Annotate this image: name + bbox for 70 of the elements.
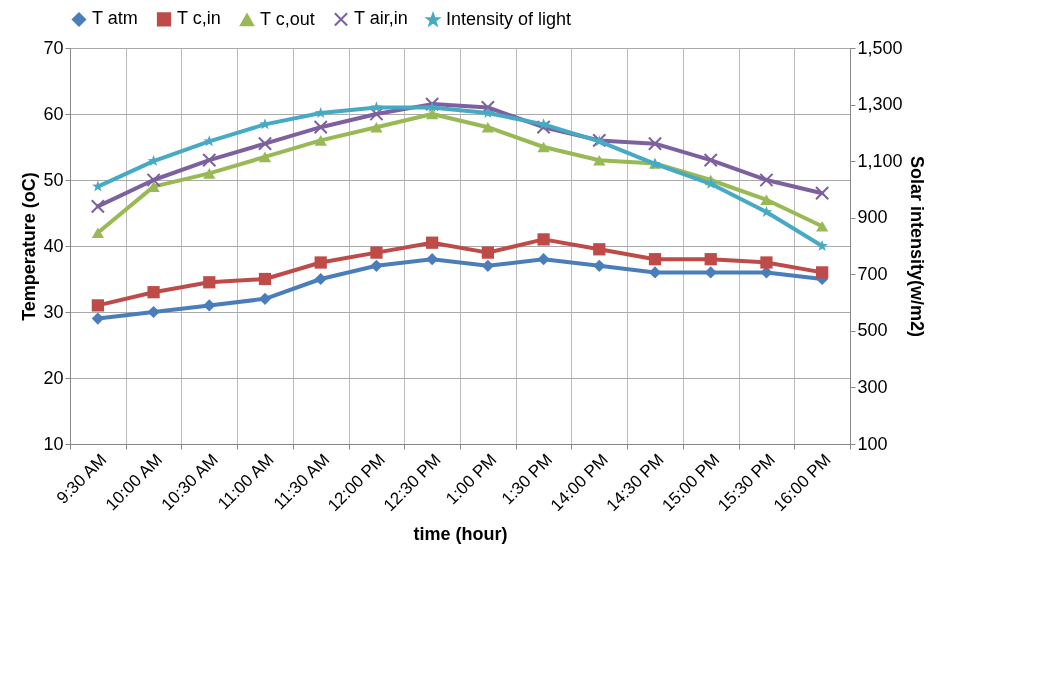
legend-label: T air,in (354, 8, 408, 29)
legend-label: Intensity of light (446, 9, 572, 29)
point (258, 151, 272, 163)
point (90, 199, 105, 214)
legend-label: T c,in (177, 8, 221, 29)
point (537, 141, 550, 153)
point (258, 272, 272, 286)
y2-axis-title: Solar intensity(w/m2) (906, 155, 927, 338)
point (426, 236, 439, 249)
point (314, 256, 327, 269)
legend-label: T c,out (260, 8, 315, 29)
y2-tick-label: 700 (857, 263, 888, 284)
point (648, 253, 662, 266)
point (370, 259, 383, 272)
point (370, 246, 383, 259)
y-axis-title: Temperature (oC) (19, 172, 40, 321)
y-tick-label: 70 (43, 37, 64, 58)
point (816, 220, 829, 232)
point (593, 259, 606, 272)
point (536, 120, 551, 135)
y-tick-label: 10 (43, 433, 64, 454)
point (816, 239, 828, 251)
point (370, 121, 383, 133)
y2-tick-label: 500 (857, 320, 888, 341)
point (760, 256, 773, 269)
point (314, 135, 327, 146)
point (146, 172, 161, 188)
point (313, 120, 328, 135)
point (537, 253, 550, 266)
y2-tick-label: 1,100 (857, 150, 903, 171)
point (648, 266, 662, 279)
point (816, 266, 829, 279)
point (147, 286, 160, 299)
point (760, 194, 773, 206)
point (593, 154, 606, 166)
point (647, 136, 663, 151)
y-tick-label: 30 (43, 301, 64, 322)
y-tick-label: 40 (43, 235, 64, 256)
y2-tick-label: 300 (857, 376, 888, 397)
point (258, 292, 272, 305)
y2-tick-label: 100 (857, 433, 888, 454)
point (257, 136, 273, 151)
point (759, 172, 774, 188)
point (703, 153, 718, 168)
point (147, 305, 160, 319)
point (537, 233, 550, 246)
point (815, 186, 830, 201)
y2-tick-label: 900 (857, 207, 888, 228)
x-axis-title: time (hour) (413, 524, 508, 545)
y2-tick-label: 1,500 (857, 37, 903, 58)
point (91, 227, 104, 239)
point (370, 101, 383, 113)
point (202, 153, 217, 168)
y-tick-label: 20 (43, 367, 64, 388)
y-tick-label: 60 (43, 103, 64, 124)
point (314, 272, 327, 286)
point (481, 121, 494, 133)
point (203, 276, 216, 289)
point (593, 243, 606, 256)
point (704, 253, 717, 266)
point (91, 312, 104, 325)
point (426, 101, 438, 113)
legend-label: T atm (92, 8, 138, 29)
point (203, 168, 216, 179)
point (425, 96, 440, 112)
point (203, 299, 216, 312)
point (91, 299, 104, 312)
point (481, 246, 494, 259)
y2-tick-label: 1,300 (857, 94, 903, 115)
y-tick-label: 50 (43, 169, 64, 190)
